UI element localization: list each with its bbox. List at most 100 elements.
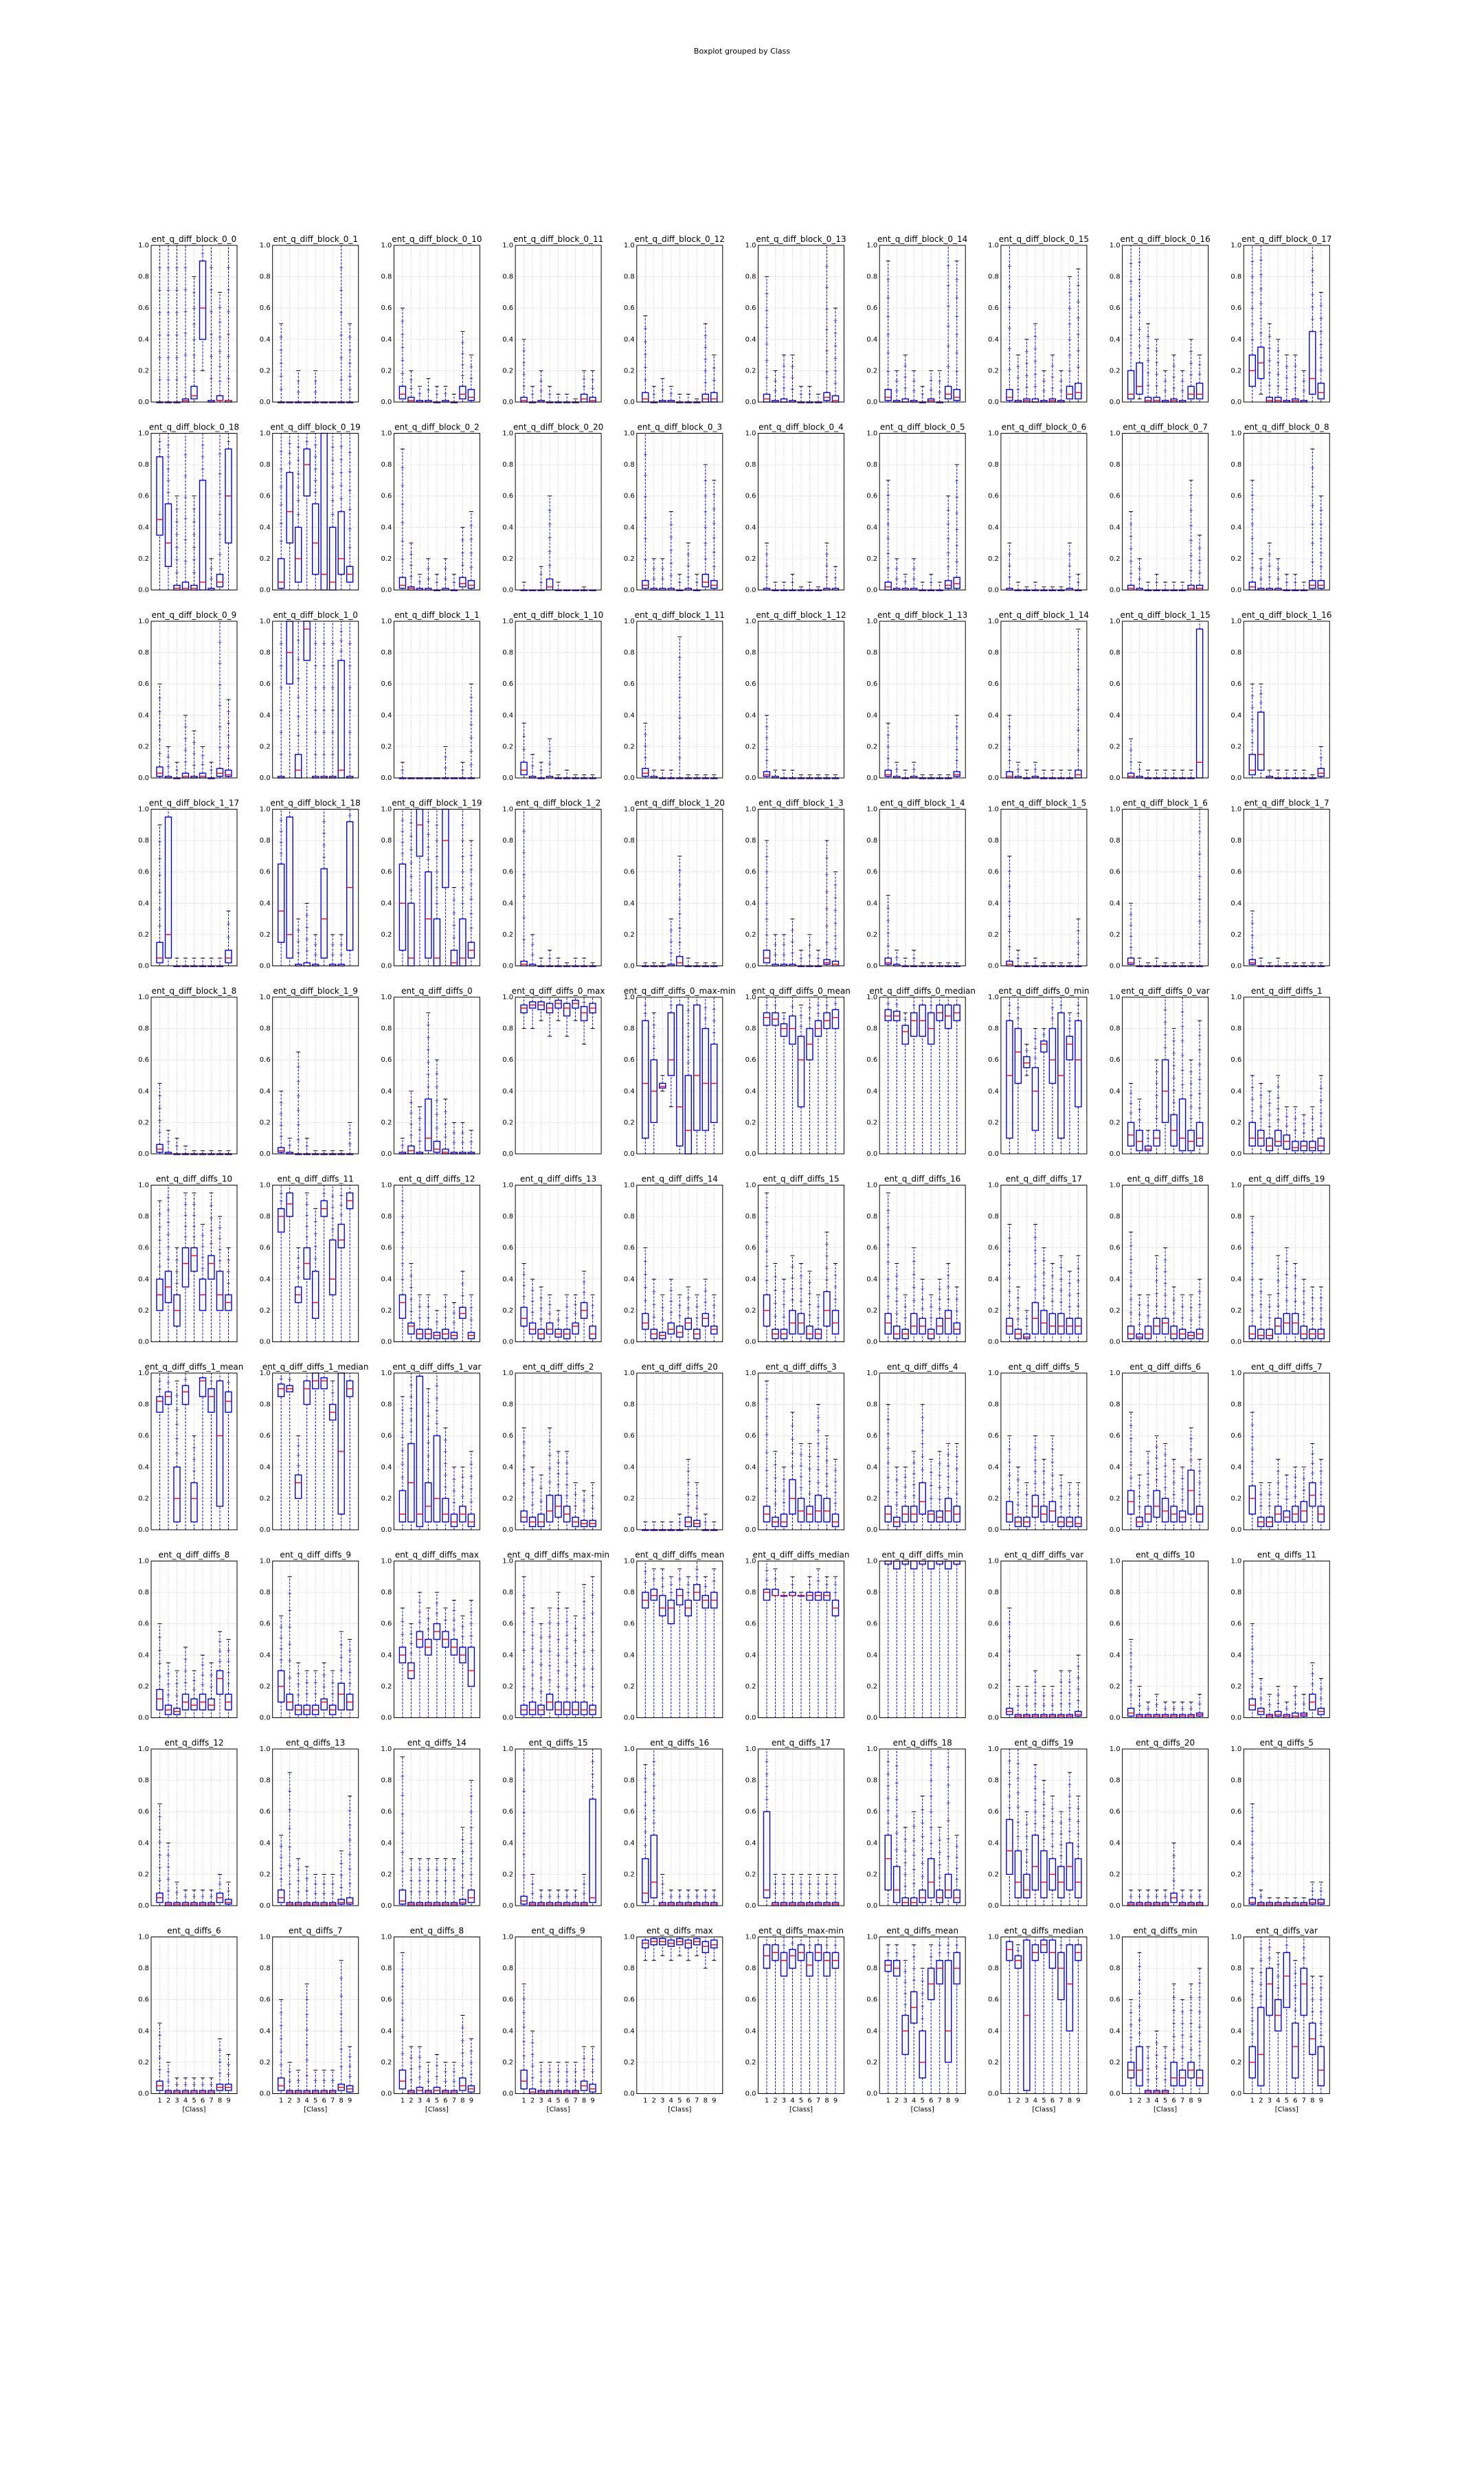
flier-marker: + bbox=[201, 466, 205, 472]
panel: ++++++++0.00.20.40.60.81.0ent_q_diff_blo… bbox=[138, 799, 239, 970]
flier-marker: + bbox=[322, 685, 326, 691]
ytick-label: 1.0 bbox=[502, 242, 513, 249]
panel-title: ent_q_diff_block_1_15 bbox=[1120, 610, 1210, 620]
flier-marker: + bbox=[548, 535, 552, 541]
flier-marker: + bbox=[886, 368, 890, 375]
flier-marker: + bbox=[833, 946, 838, 952]
flier-marker: + bbox=[460, 361, 465, 368]
flier-marker: + bbox=[226, 265, 231, 271]
class-box: ++++++ bbox=[710, 480, 718, 590]
ytick-label: 1.0 bbox=[138, 430, 149, 438]
flier-marker: + bbox=[703, 493, 708, 500]
flier-marker: + bbox=[1301, 378, 1306, 384]
flier-marker: + bbox=[1318, 302, 1323, 309]
flier-marker: + bbox=[192, 368, 196, 374]
box-iqr bbox=[216, 768, 224, 777]
ytick-label: 0.0 bbox=[988, 774, 999, 782]
flier-marker: + bbox=[279, 662, 284, 669]
flier-marker: + bbox=[1154, 348, 1159, 355]
flier-marker: + bbox=[460, 1130, 465, 1136]
flier-marker: + bbox=[1129, 533, 1134, 539]
box-iqr bbox=[398, 577, 407, 589]
panel-title: ent_q_diff_block_0_15 bbox=[999, 234, 1089, 244]
box-iqr bbox=[1309, 1141, 1316, 1152]
flier-marker: + bbox=[946, 283, 951, 289]
flier-marker: + bbox=[1033, 371, 1038, 377]
flier-marker: + bbox=[677, 939, 682, 946]
flier-marker: + bbox=[443, 576, 448, 582]
flier-marker: + bbox=[937, 379, 942, 385]
axes-frame bbox=[636, 245, 723, 403]
flier-marker: + bbox=[218, 724, 223, 730]
flier-marker: + bbox=[643, 377, 648, 383]
flier-marker: + bbox=[209, 375, 214, 381]
flier-marker: + bbox=[954, 510, 959, 516]
ytick-label: 0.2 bbox=[381, 743, 392, 750]
flier-marker: + bbox=[912, 955, 917, 961]
axes-frame bbox=[879, 809, 966, 966]
ytick-label: 0.0 bbox=[260, 963, 271, 970]
flier-marker: + bbox=[322, 830, 326, 836]
ytick-label: 0.2 bbox=[260, 367, 271, 375]
ytick-label: 1.0 bbox=[624, 618, 635, 625]
class-box: +++++ bbox=[398, 307, 407, 403]
flier-marker: + bbox=[1250, 945, 1255, 951]
ytick-label: 1.0 bbox=[745, 242, 756, 249]
flier-marker: + bbox=[1198, 1091, 1202, 1097]
flier-marker: + bbox=[279, 538, 284, 544]
ytick-label: 0.6 bbox=[502, 869, 513, 876]
flier-marker: + bbox=[954, 526, 959, 533]
flier-marker: + bbox=[1146, 333, 1151, 339]
axes-frame bbox=[636, 433, 723, 590]
flier-marker: + bbox=[912, 576, 917, 582]
flier-marker: + bbox=[435, 900, 440, 906]
flier-marker: + bbox=[218, 348, 223, 355]
flier-marker: + bbox=[469, 911, 474, 917]
ytick-label: 0.6 bbox=[624, 1056, 635, 1064]
flier-marker: + bbox=[218, 378, 223, 384]
flier-marker: + bbox=[218, 745, 223, 751]
flier-marker: + bbox=[660, 576, 665, 582]
flier-marker: + bbox=[1068, 575, 1072, 581]
ytick-label: 0.6 bbox=[745, 493, 756, 500]
flier-marker: + bbox=[1129, 1110, 1134, 1116]
flier-marker: + bbox=[469, 375, 474, 381]
flier-marker: + bbox=[418, 1138, 423, 1144]
flier-marker: + bbox=[1076, 939, 1081, 946]
flier-marker: + bbox=[903, 579, 908, 585]
flier-marker: + bbox=[1276, 566, 1281, 572]
flier-marker: + bbox=[1016, 364, 1021, 370]
box-iqr bbox=[642, 1020, 649, 1139]
flier-marker: + bbox=[1189, 1080, 1193, 1086]
flier-marker: + bbox=[1129, 314, 1134, 320]
flier-marker: + bbox=[643, 364, 648, 370]
axes-frame bbox=[758, 809, 844, 966]
flier-marker: + bbox=[1250, 536, 1255, 542]
flier-marker: + bbox=[668, 522, 673, 528]
ytick-label: 0.4 bbox=[381, 900, 392, 907]
panel: +++0.00.20.40.60.81.0ent_q_diff_block_1_… bbox=[1110, 610, 1211, 782]
flier-marker: + bbox=[660, 387, 665, 393]
flier-marker: + bbox=[460, 822, 465, 828]
flier-marker: + bbox=[1310, 484, 1315, 490]
flier-marker: + bbox=[209, 331, 214, 337]
class-box: + bbox=[659, 378, 666, 403]
flier-marker: + bbox=[765, 724, 769, 730]
flier-marker: + bbox=[226, 720, 231, 726]
ytick-label: 0.4 bbox=[260, 712, 271, 720]
flier-marker: + bbox=[521, 915, 526, 921]
flier-marker: + bbox=[643, 536, 648, 542]
flier-marker: + bbox=[1163, 1007, 1168, 1013]
class-box: ++++++ bbox=[346, 433, 354, 590]
ytick-label: 1.0 bbox=[624, 242, 635, 249]
flier-marker: + bbox=[339, 265, 344, 271]
flier-marker: + bbox=[339, 287, 344, 293]
flier-marker: + bbox=[1267, 358, 1272, 364]
flier-marker: + bbox=[912, 388, 917, 394]
ytick-label: 0.0 bbox=[260, 1150, 271, 1158]
flier-marker: + bbox=[192, 337, 196, 343]
flier-marker: + bbox=[530, 763, 535, 769]
flier-marker: + bbox=[296, 733, 301, 739]
flier-marker: + bbox=[175, 768, 179, 774]
flier-marker: + bbox=[166, 355, 171, 361]
